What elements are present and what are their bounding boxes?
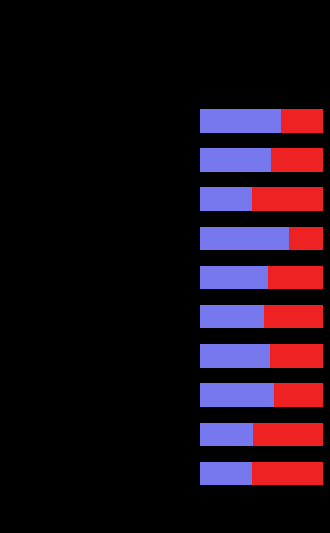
Bar [200, 188, 251, 211]
Bar [264, 305, 323, 328]
Bar [271, 148, 323, 172]
Bar [200, 462, 251, 485]
Bar [268, 266, 323, 289]
Bar [270, 344, 323, 368]
Bar [200, 383, 274, 407]
Bar [289, 227, 323, 250]
Bar [200, 148, 271, 172]
Bar [281, 109, 323, 133]
Bar [200, 227, 289, 250]
Bar [274, 383, 323, 407]
Bar [200, 266, 268, 289]
Bar [200, 344, 270, 368]
Bar [200, 423, 253, 446]
Bar [200, 305, 264, 328]
Bar [200, 109, 281, 133]
Bar [253, 423, 323, 446]
Bar [251, 188, 323, 211]
Bar [251, 462, 323, 485]
